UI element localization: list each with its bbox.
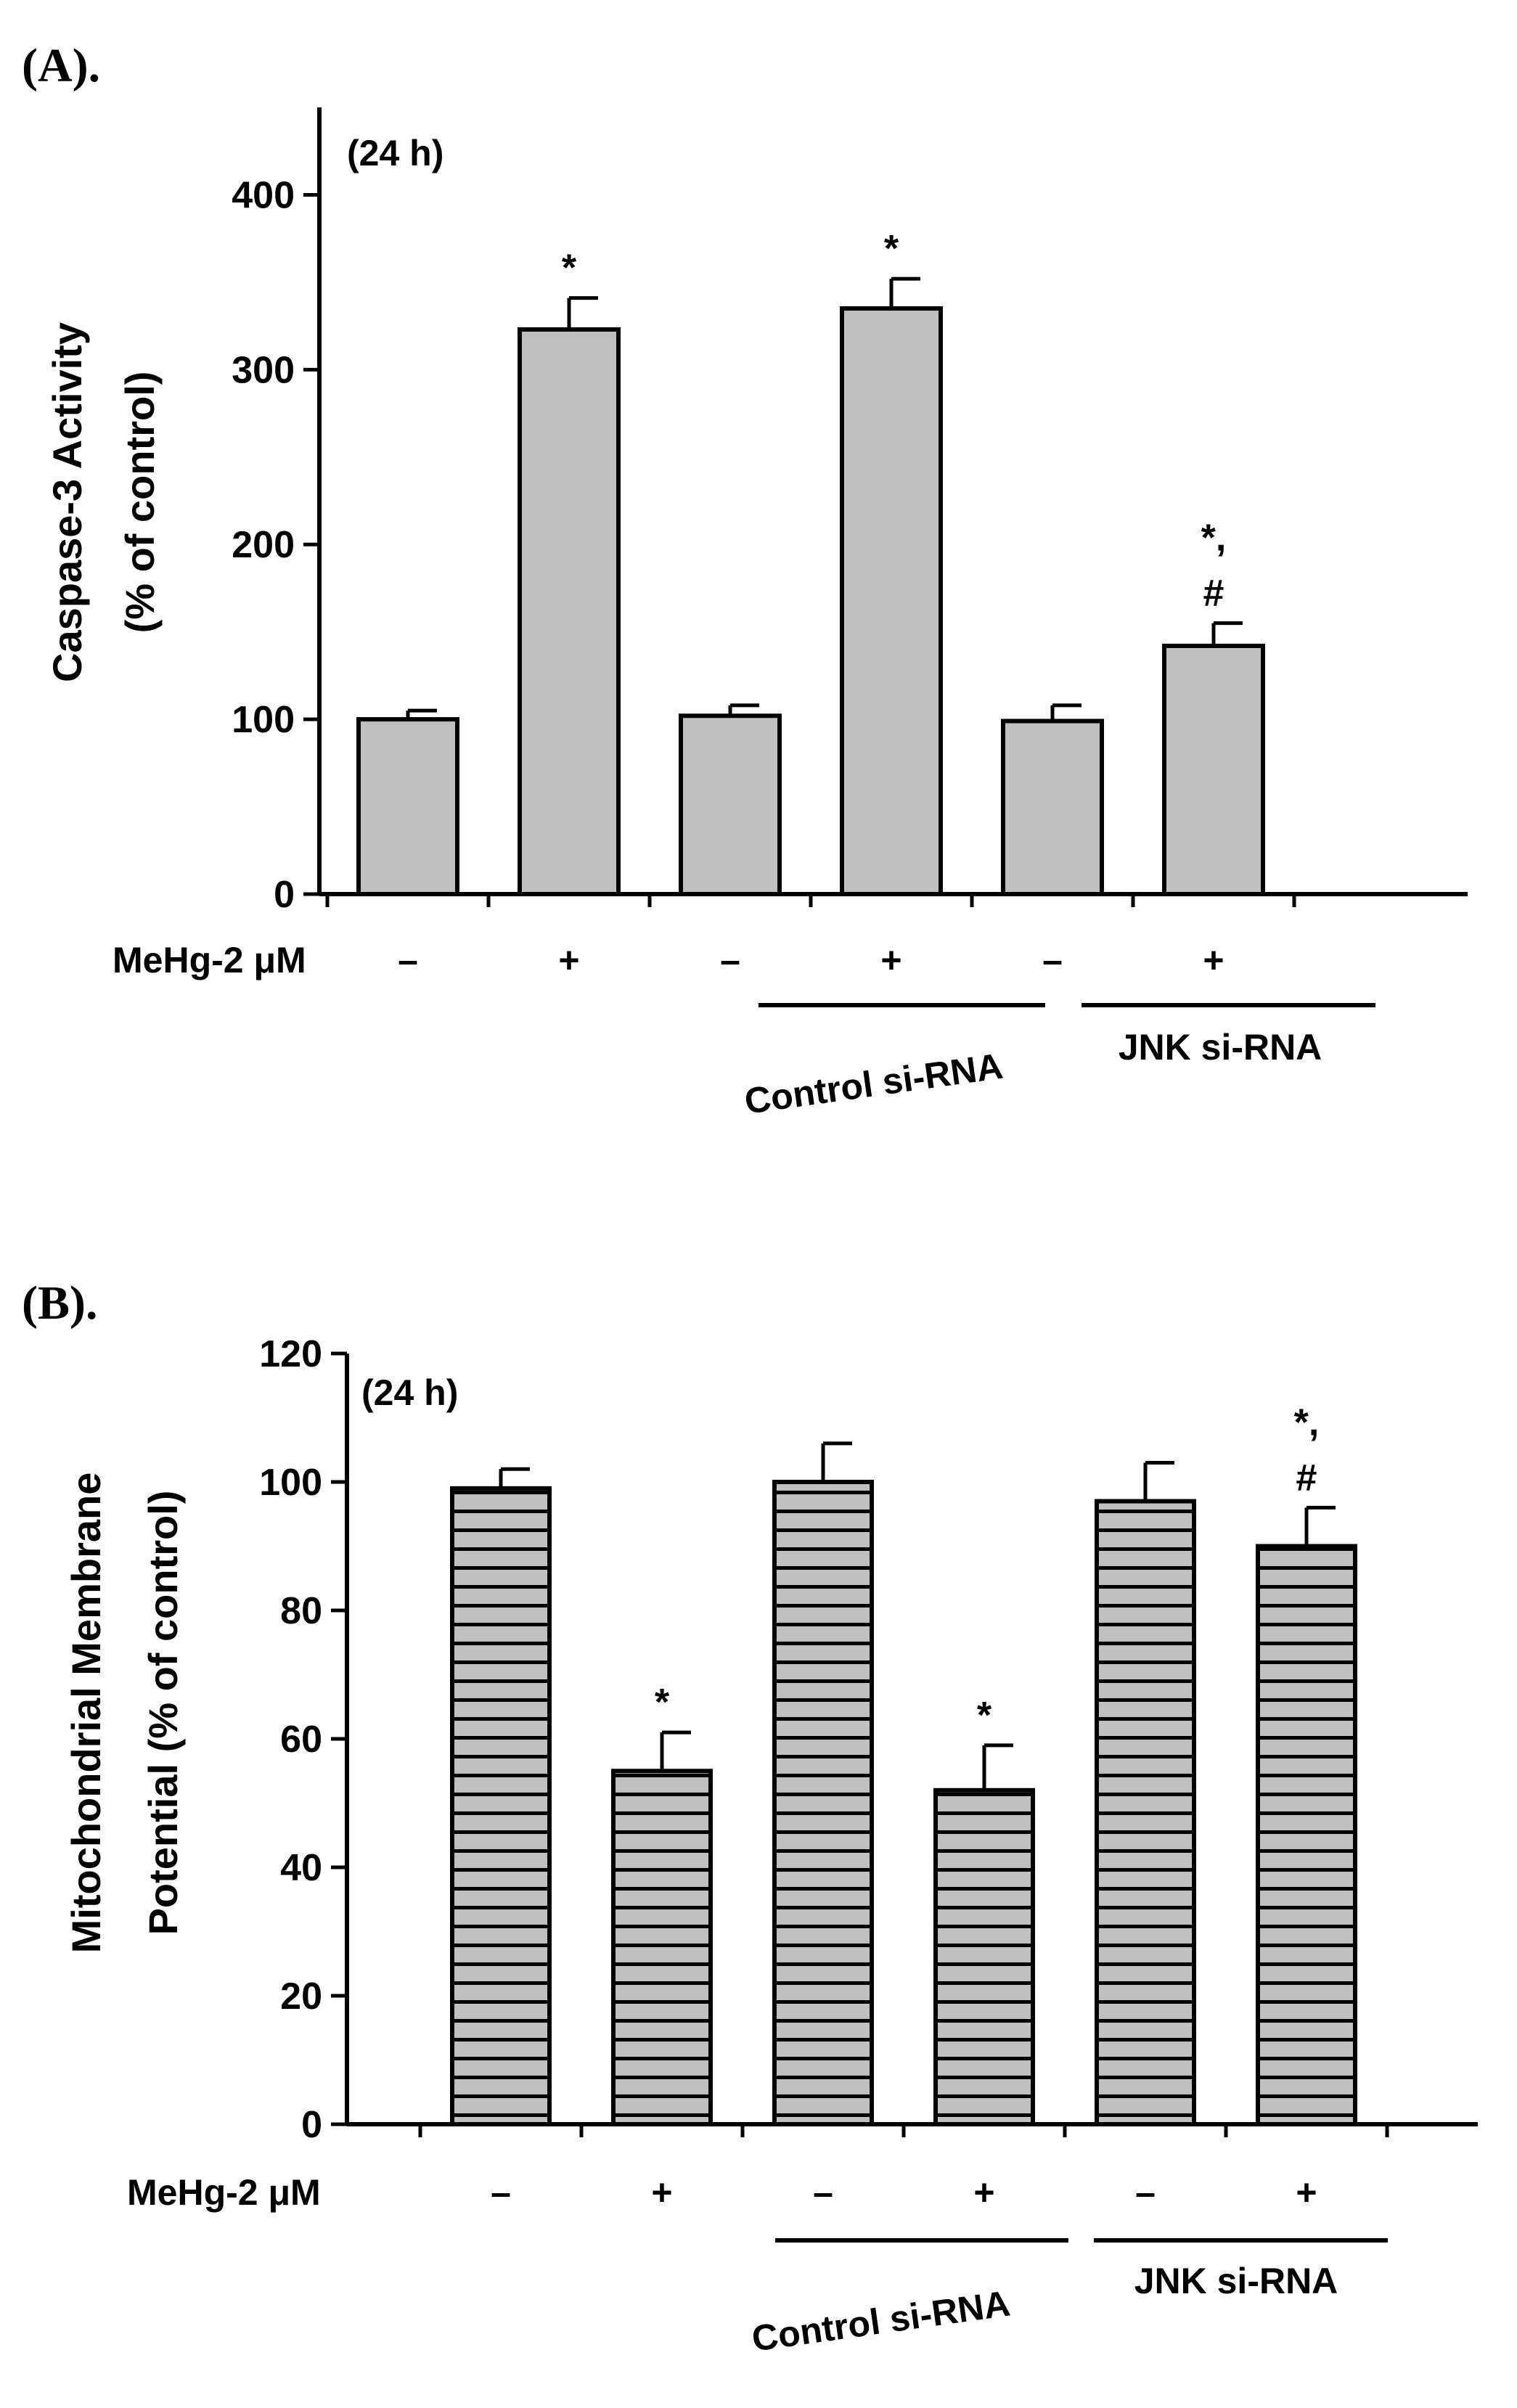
panel-b-treatment-2: +: [651, 2172, 672, 2213]
panel-a-sig-6-hash: #: [1203, 573, 1224, 615]
panel-a-errorbar-5: [1050, 703, 1081, 721]
panel-a-ytick-2: 200: [232, 524, 319, 566]
panel-b-ytick-2: 40: [280, 1847, 347, 1889]
panel-b-errorbar-2: [660, 1730, 691, 1772]
panel-a-ytick-label-4: 400: [232, 174, 295, 216]
panel-b-errorbar-4: [982, 1743, 1013, 1790]
panel-b-ylabel-line2: Potential (% of control): [140, 1491, 186, 1936]
panel-a-group-label-jnk: JNK si-RNA: [1119, 1027, 1322, 1068]
panel-b-ytick-label-6: 120: [259, 1333, 322, 1375]
panel-b-ytick-label-4: 80: [280, 1590, 322, 1632]
panel-a-errorbar-3: [728, 703, 759, 716]
panel-b-treatment-1: –: [491, 2172, 511, 2213]
panel-b-bar-4: [933, 1787, 1035, 2127]
panel-b: (B). (24 h) Mitochondrial Membrane Poten…: [22, 1277, 1478, 2359]
panel-b-errorbar-3: [821, 1441, 852, 1482]
panel-b-errorbar-1: [499, 1467, 530, 1488]
panel-b-bars: [450, 1480, 1357, 2127]
panel-a-ytick-label-2: 200: [232, 524, 295, 566]
panel-a-ytick-label-0: 0: [274, 874, 295, 916]
panel-a-label: (A).: [22, 39, 100, 92]
panel-b-ytick-5: 100: [259, 1462, 347, 1504]
panel-a-errorbar-4: [889, 277, 920, 309]
panel-b-bar-6: [1256, 1544, 1357, 2126]
panel-a-errorbars: [406, 277, 1243, 721]
panel-b-label: (B).: [22, 1277, 97, 1330]
panel-a-errorbar-1: [406, 708, 437, 720]
panel-a-bars: [356, 306, 1265, 897]
panel-b-ytick-label-3: 60: [280, 1719, 322, 1761]
panel-b-ytick-3: 60: [280, 1719, 347, 1761]
panel-b-bar-3: [772, 1480, 874, 2126]
panel-a-bar-3: [679, 713, 782, 896]
panel-b-ytick-label-0: 0: [301, 2104, 322, 2146]
panel-b-sig-2: *: [655, 1682, 670, 1724]
panel-b-treatment-label: MeHg-2 μM: [127, 2172, 321, 2213]
panel-a-treatment-5: –: [1042, 940, 1063, 980]
panel-b-treatment-6: +: [1296, 2172, 1317, 2213]
panel-b-treatment-4: +: [973, 2172, 994, 2213]
panel-b-errorbars: [499, 1441, 1336, 1790]
panel-a-bar-6: [1162, 643, 1265, 897]
panel-b-bar-2: [611, 1769, 713, 2126]
panel-b-bar-1: [450, 1486, 552, 2127]
panel-a-treatment-1: –: [398, 940, 418, 980]
panel-b-bar-5: [1095, 1499, 1196, 2127]
panel-a-sig-4: *: [884, 228, 899, 270]
panel-a-treatment-label: MeHg-2 μM: [113, 940, 306, 980]
panel-a-sig-6-asterisk: *,: [1201, 517, 1227, 560]
panel-a-sig-2: *: [562, 247, 577, 290]
panel-b-ytick-0: 0: [301, 2104, 347, 2146]
panel-a-ytick-label-3: 300: [232, 349, 295, 391]
panel-b-sig-6-asterisk: *,: [1294, 1401, 1320, 1443]
panel-a: (A). (24 h) Caspase-3 Activity (% of con…: [22, 39, 1468, 1122]
panel-b-xticks: [418, 2124, 1389, 2137]
panel-a-treatment-4: +: [880, 940, 901, 980]
panel-b-sig-6-hash: #: [1296, 1457, 1317, 1499]
panel-a-treatment-2: +: [558, 940, 579, 980]
panel-a-treatment-3: –: [720, 940, 740, 980]
panel-b-annotation: (24 h): [361, 1372, 458, 1413]
panel-a-ytick-label-1: 100: [232, 699, 295, 741]
panel-a-annotation: (24 h): [347, 133, 443, 173]
panel-b-ytick-1: 20: [280, 1975, 347, 2018]
panel-a-bar-1: [356, 717, 459, 896]
panel-a-group-label-control: Control si-RNA: [742, 1046, 1005, 1122]
panel-b-ytick-label-2: 40: [280, 1847, 322, 1889]
panel-b-ytick-6: 120: [259, 1333, 347, 1375]
panel-b-group-label-jnk: JNK si-RNA: [1134, 2261, 1338, 2301]
panel-b-treatment-5: –: [1135, 2172, 1156, 2213]
panel-b-treatment-3: –: [813, 2172, 833, 2213]
panel-b-sig-4: *: [977, 1695, 992, 1737]
panel-b-ylabel-line1: Mitochondrial Membrane: [63, 1473, 109, 1954]
panel-a-errorbar-6: [1211, 621, 1243, 646]
panel-b-group-label-control: Control si-RNA: [749, 2283, 1013, 2359]
panel-b-errorbar-5: [1143, 1460, 1174, 1502]
panel-a-ytick-1: 100: [232, 699, 319, 741]
panel-a-xticks: [325, 894, 1296, 907]
panel-b-errorbar-6: [1304, 1505, 1336, 1547]
panel-a-ytick-3: 300: [232, 349, 319, 391]
panel-a-ylabel-line2: (% of control): [117, 372, 163, 634]
panel-a-ylabel-line1: Caspase-3 Activity: [44, 322, 90, 682]
panel-a-treatment-6: +: [1203, 940, 1224, 980]
panel-b-ytick-label-1: 20: [280, 1975, 322, 2018]
panel-a-ytick-4: 400: [232, 174, 319, 216]
panel-a-bar-5: [1001, 718, 1104, 897]
panel-b-ytick-label-5: 100: [259, 1462, 322, 1504]
panel-a-ytick-0: 0: [274, 874, 319, 916]
panel-a-bar-2: [518, 327, 621, 896]
panel-a-errorbar-2: [567, 296, 598, 329]
panel-a-bar-4: [840, 306, 943, 896]
panel-b-ytick-4: 80: [280, 1590, 347, 1632]
